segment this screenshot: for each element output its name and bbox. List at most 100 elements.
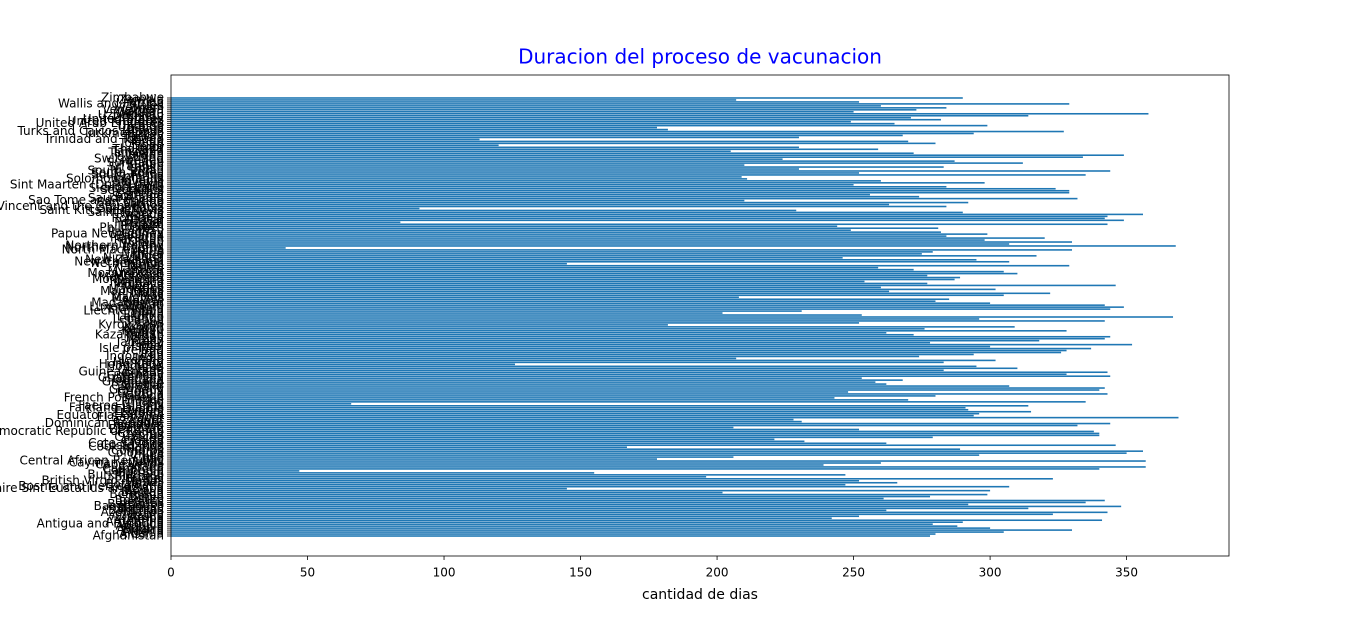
y-tick-label: Angola: [123, 521, 164, 535]
y-tick-label: Uganda: [118, 120, 164, 134]
y-tick-label: Namibia: [114, 262, 164, 276]
bar: [171, 258, 977, 261]
y-tick-label: Mozambique: [87, 266, 164, 280]
y-tick-label: Iran: [141, 347, 164, 361]
y-tick-label: Palestine: [110, 231, 164, 245]
y-tick-label: Latvia: [127, 313, 164, 327]
bar: [171, 489, 991, 492]
bar: [171, 150, 731, 153]
y-tick-label: Trinidad and Tobago: [43, 132, 164, 146]
y-tick-label: Belize: [128, 491, 164, 505]
y-tick-label: Ireland: [122, 343, 164, 357]
y-tick-label: South Korea: [91, 165, 164, 179]
bar: [171, 266, 879, 269]
bar: [171, 286, 881, 289]
y-tick-label: Bolivia: [124, 483, 164, 497]
y-tick-label: Nepal: [129, 258, 164, 272]
bar: [171, 401, 1086, 403]
bar: [171, 189, 1070, 192]
y-tick-label: Cook Islands: [88, 440, 164, 454]
y-tick-label: Belgium: [115, 493, 164, 507]
bar: [171, 138, 480, 141]
bar: [171, 367, 1018, 370]
bar: [171, 255, 1037, 257]
bar: [171, 403, 352, 405]
bar: [171, 239, 985, 241]
y-tick-label: Ukraine: [118, 118, 164, 132]
bar: [171, 134, 903, 137]
y-tick-label: Jersey: [126, 331, 164, 345]
bar: [171, 247, 286, 249]
bar: [171, 304, 1105, 306]
y-tick-label: Myanmar: [108, 264, 164, 278]
bar: [171, 351, 1062, 354]
y-tick-label: Paraguay: [108, 225, 164, 239]
y-tick-label: Oman: [128, 235, 164, 249]
y-tick-label: Togo: [135, 138, 164, 152]
bar: [171, 379, 903, 381]
x-axis-label: cantidad de dias: [642, 587, 758, 603]
bar: [171, 330, 1067, 332]
bar: [171, 322, 860, 324]
bar: [171, 515, 860, 518]
y-tick-label: Lesotho: [117, 310, 164, 324]
y-tick-label: French Polynesia: [64, 390, 164, 404]
bar: [171, 446, 627, 449]
y-tick-label: Macao: [125, 298, 164, 312]
bar: [171, 182, 985, 184]
y-tick-label: Burkina Faso: [87, 467, 164, 481]
y-tick-label: Turkmenistan: [82, 126, 164, 140]
bar: [171, 452, 1127, 454]
bar: [171, 391, 849, 393]
y-tick-label: Vatican: [120, 104, 164, 118]
bar: [171, 434, 1100, 437]
y-tick-label: Singapore: [103, 179, 164, 193]
bar: [171, 426, 734, 429]
bar: [171, 450, 1143, 452]
bar: [171, 306, 1124, 308]
bar: [171, 456, 734, 458]
y-tick-label: Monaco: [117, 276, 164, 290]
bar: [171, 158, 783, 160]
y-tick-label: Slovenia: [113, 173, 164, 187]
x-tick-label: 0: [167, 566, 175, 580]
y-tick-label: Wales: [129, 98, 164, 112]
y-tick-label: Honduras: [106, 359, 164, 373]
y-tick-label: Tajikistan: [107, 146, 164, 160]
y-tick-label: Lebanon: [113, 311, 164, 325]
bar: [171, 436, 933, 439]
y-tick-label: Yemen: [123, 94, 164, 108]
y-tick-label: Azerbaijan: [101, 505, 164, 519]
bar: [171, 345, 991, 348]
bar: [171, 168, 799, 170]
y-tick-label: Nigeria: [121, 246, 164, 260]
bar: [171, 116, 911, 119]
y-tick-label: France: [124, 392, 164, 406]
y-tick-label: Moldova: [114, 278, 164, 292]
bar: [171, 170, 1111, 172]
y-tick-label: Tanzania: [111, 144, 164, 158]
bar: [171, 284, 1116, 287]
bar: [171, 235, 947, 237]
bar: [171, 253, 922, 255]
y-tick-label: Estonia: [120, 406, 164, 420]
y-tick-label: Zambia: [118, 92, 164, 106]
y-tick-label: Guernsey: [107, 369, 164, 383]
y-tick-label: Tuvalu: [124, 122, 164, 136]
y-tick-label: Cayman Islands: [69, 456, 164, 470]
bar: [171, 241, 1073, 243]
bar: [171, 136, 799, 139]
bar: [171, 468, 1100, 470]
bar: [171, 478, 1053, 480]
bar: [171, 225, 838, 228]
bar: [171, 507, 1029, 510]
bar: [171, 211, 963, 214]
bar: [171, 464, 824, 466]
y-tick-label: Pitcairn: [119, 219, 164, 233]
bar: [171, 339, 1040, 342]
y-tick-label: Uruguay: [113, 110, 164, 124]
y-tick-label: Colombia: [108, 446, 164, 460]
bar: [171, 174, 1086, 176]
bar: [171, 361, 944, 364]
y-tick-label: Croatia: [121, 434, 164, 448]
